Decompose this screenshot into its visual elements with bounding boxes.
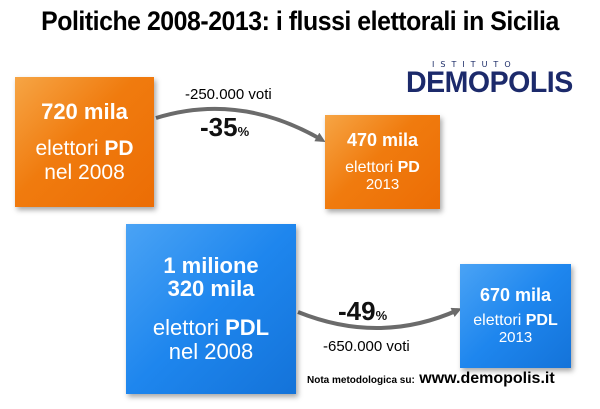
pdl-2008-value-line2: 320 mila (167, 275, 255, 301)
footer-url[interactable]: www.demopolis.it (419, 370, 555, 387)
pdl-2008-year: nel 2008 (168, 339, 254, 365)
pdl-votes-change: -650.000 voti (323, 338, 410, 355)
pd-2008-year: nel 2008 (44, 160, 125, 184)
pdl-2013-label: elettori PDL (473, 312, 558, 330)
pd-percent-change: -35% (200, 112, 250, 142)
logo-subtitle: ISTITUTO (432, 60, 517, 69)
pd-2013-year: 2013 (365, 175, 400, 193)
pdl-percent-change: -49% (338, 296, 388, 326)
pdl-2013-year: 2013 (498, 328, 533, 346)
pd-flow-arrow (155, 106, 326, 143)
pd-2008-box: 720 mila elettori PD nel 2008 (15, 77, 154, 207)
pdl-2008-value-line1: 1 milione (163, 252, 259, 278)
pd-2013-label: elettori PD (345, 159, 420, 177)
pd-votes-change: -250.000 voti (185, 86, 272, 103)
pd-2013-value: 470 mila (346, 129, 419, 150)
pdl-2008-box: 1 milione 320 mila elettori PDL nel 2008 (126, 224, 296, 394)
pd-2008-label: elettori PD (35, 137, 134, 161)
pdl-flow-arrow (297, 307, 462, 330)
pd-2008-value: 720 mila (41, 99, 128, 125)
footer: Nota metodologica su: www.demopolis.it (307, 370, 597, 388)
pdl-2013-box: 670 mila elettori PDL 2013 (460, 264, 571, 368)
footer-label: Nota metodologica su: (307, 375, 415, 386)
page-title: Politiche 2008-2013: i flussi elettorali… (41, 6, 559, 36)
logo-wordmark: DEMOPOLIS (406, 66, 573, 99)
pd-2013-box: 470 mila elettori PD 2013 (325, 115, 440, 209)
pdl-2013-value: 670 mila (479, 284, 552, 305)
demopolis-logo: ISTITUTO DEMOPOLIS (406, 60, 586, 100)
pdl-2008-label: elettori PDL (152, 314, 270, 340)
